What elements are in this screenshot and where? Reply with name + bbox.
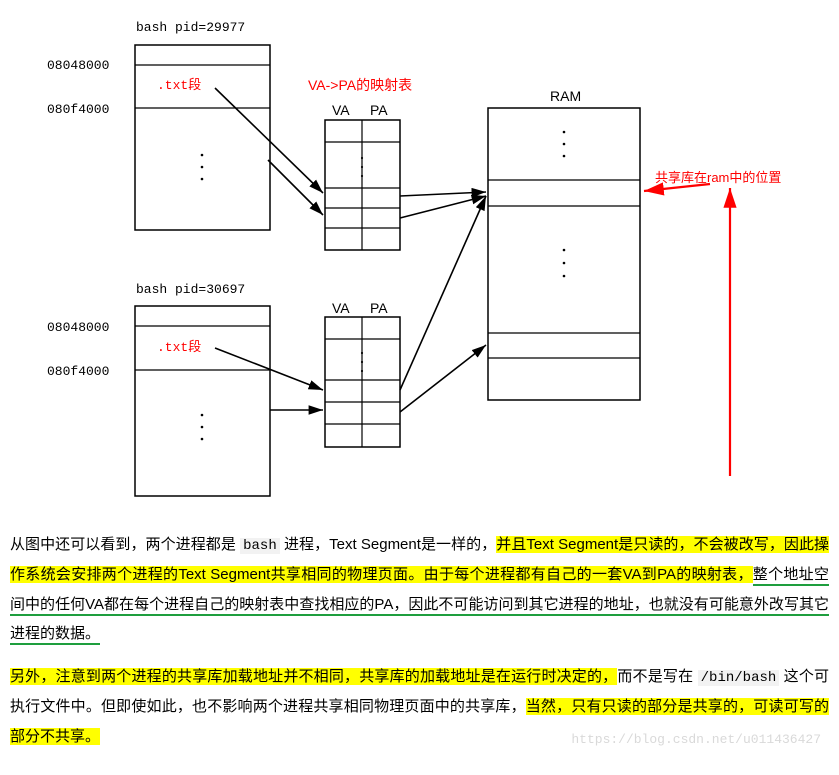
watermark: https://blog.csdn.net/u011436427 bbox=[571, 732, 821, 747]
p2-highlight-1: 另外，注意到两个进程的共享库加载地址并不相同，共享库的加载地址是在运行时决定的， bbox=[10, 668, 617, 685]
p1-bash: bash bbox=[240, 538, 280, 554]
diagram-svg bbox=[10, 10, 829, 520]
memory-mapping-diagram: bash pid=29977 08048000 080f4000 .txt段 V… bbox=[10, 10, 829, 520]
p1-b: 进程，Text Segment是一样的， bbox=[280, 536, 497, 553]
paragraph-1: 从图中还可以看到，两个进程都是 bash 进程，Text Segment是一样的… bbox=[10, 530, 829, 648]
p2-code: /bin/bash bbox=[698, 670, 780, 686]
p1-a: 从图中还可以看到，两个进程都是 bbox=[10, 536, 240, 553]
p2-a: 而不是写在 bbox=[617, 668, 697, 685]
